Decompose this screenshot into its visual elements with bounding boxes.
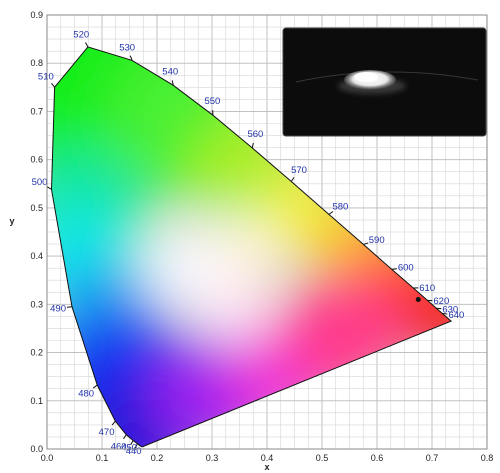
wavelength-label: 490 [50, 303, 66, 314]
y-tick-label: 0.8 [30, 58, 43, 68]
y-axis-label: y [9, 216, 14, 226]
wavelength-label: 580 [332, 201, 348, 212]
wavelength-tick [134, 443, 138, 449]
axes: 0.0 0.1 0.2 0.3 0.4 0.5 0.6 0.7 0.8 0.0 0.1 0.2 0.3 0… [9, 10, 493, 472]
wavelength-tick [363, 242, 369, 245]
wavelength-label: 450 [121, 442, 137, 453]
x-tick-label: 0.3 [206, 453, 219, 463]
wavelength-label: 560 [247, 129, 263, 140]
x-tick-label: 0.8 [481, 453, 494, 463]
wavelength-label: 460 [111, 441, 127, 452]
y-tick-label: 0.0 [30, 444, 43, 454]
x-tick-label: 0.7 [426, 453, 439, 463]
wavelength-tick [251, 142, 254, 148]
x-tick-label: 0.2 [151, 453, 164, 463]
wavelength-tick [123, 434, 127, 440]
y-tick-label: 0.4 [30, 251, 43, 261]
wavelength-tick [85, 42, 89, 48]
wavelength-tick [46, 186, 52, 190]
wavelength-label: 550 [204, 96, 220, 107]
wavelength-label: 510 [38, 71, 54, 82]
wavelength-label: 530 [119, 42, 135, 53]
wavelength-label: 600 [398, 263, 414, 274]
wavelength-tick [111, 420, 116, 426]
y-tick-label: 0.9 [30, 10, 43, 20]
wavelength-tick [442, 313, 448, 315]
wavelength-label: 470 [99, 427, 115, 438]
wavelength-tick [130, 440, 134, 446]
wavelength-label: 540 [162, 67, 178, 78]
wavelength-label: 640 [448, 310, 464, 321]
wavelength-label: 500 [32, 177, 48, 188]
y-tick-label: 0.5 [30, 203, 43, 213]
wavelength-label: 570 [291, 165, 307, 176]
wavelength-tick [391, 268, 397, 270]
y-tick-label: 0.6 [30, 155, 43, 165]
wavelength-label: 440 [126, 446, 142, 457]
wavelength-tick [51, 83, 56, 88]
wavelength-tick [66, 306, 73, 308]
wavelength-label: 590 [369, 235, 385, 246]
wavelength-tick [129, 55, 133, 61]
y-tick-label: 0.2 [30, 348, 43, 358]
y-tick-label: 0.1 [30, 396, 43, 406]
inset-sample-photo [282, 27, 487, 137]
wavelength-tick [328, 211, 334, 215]
data-point [415, 297, 421, 303]
wavelength-tick [171, 80, 174, 86]
y-tick-label: 0.7 [30, 106, 43, 116]
wavelength-label: 480 [78, 389, 94, 400]
y-tick-label: 0.3 [30, 299, 43, 309]
x-tick-label: 0.1 [96, 453, 109, 463]
wavelength-label: 620 [433, 296, 449, 307]
wavelength-tick [92, 384, 98, 389]
x-tick-label: 0.5 [316, 453, 329, 463]
x-tick-label: 0.6 [371, 453, 384, 463]
wavelength-label: 630 [442, 304, 458, 315]
wavelength-label: 520 [73, 30, 89, 41]
wavelength-label: 610 [419, 283, 435, 294]
x-axis-label: x [264, 462, 269, 472]
data-points [415, 297, 421, 303]
x-tick-label: 0.4 [261, 453, 274, 463]
x-tick-label: 0.0 [41, 453, 54, 463]
wavelength-tick [290, 177, 295, 182]
